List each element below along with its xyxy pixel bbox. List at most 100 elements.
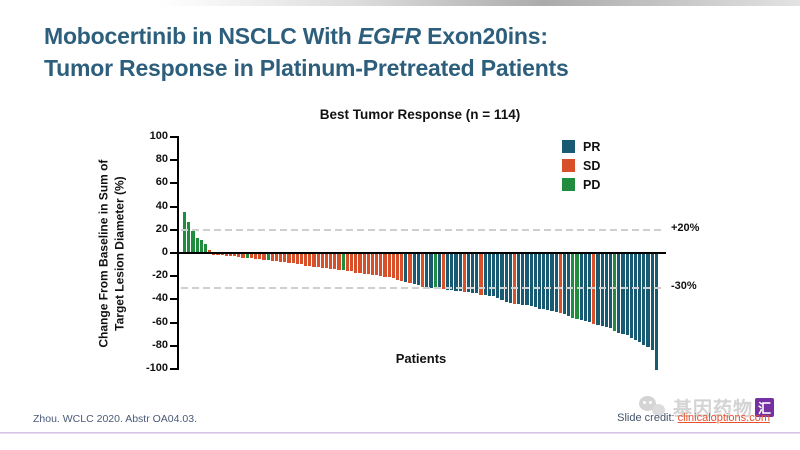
title-text: Mobocertinib in NSCLC With xyxy=(44,23,358,49)
reference-line xyxy=(181,228,664,231)
watermark: 基因药物 汇 xyxy=(638,394,774,421)
slide-credit: Slide credit: clinicaloptions.com xyxy=(617,412,770,424)
waterfall-bar-sd xyxy=(258,254,262,260)
y-tick-mark xyxy=(170,228,177,231)
chat-bubble-small-icon xyxy=(651,403,665,416)
waterfall-bar-sd xyxy=(320,254,324,268)
icon-eye xyxy=(648,400,652,404)
waterfall-bar-pr xyxy=(446,254,450,290)
waterfall-bar-pr xyxy=(604,254,608,328)
waterfall-bar-pr xyxy=(525,254,529,305)
waterfall-bar-pd xyxy=(575,254,579,319)
top-gradient-bar xyxy=(0,0,800,6)
waterfall-bar-sd xyxy=(299,254,304,265)
waterfall-bar-pr xyxy=(600,254,604,326)
waterfall-bar-sd xyxy=(329,254,333,270)
y-axis-label-line2: Target Lesion Diameter (%) xyxy=(112,176,126,331)
waterfall-bar-sd xyxy=(316,254,320,267)
waterfall-bar-pr xyxy=(429,254,433,288)
waterfall-bar-sd xyxy=(291,254,295,264)
legend-label: PD xyxy=(583,177,601,192)
waterfall-bar-pr xyxy=(483,254,487,295)
bottom-accent-line xyxy=(0,432,800,434)
waterfall-bar-pr xyxy=(562,254,567,315)
waterfall-bar-pd xyxy=(183,212,187,253)
waterfall-bar-pr xyxy=(487,254,491,296)
y-tick-label: -20 xyxy=(152,269,168,282)
y-tick-label: -60 xyxy=(152,315,168,328)
waterfall-bar-sd xyxy=(237,254,241,257)
waterfall-bar-pr xyxy=(475,254,479,294)
waterfall-bar-sd xyxy=(249,254,253,259)
y-tick-mark xyxy=(170,275,177,278)
waterfall-bar-pr xyxy=(642,254,646,345)
legend-label: PR xyxy=(583,139,601,154)
waterfall-bar-pr xyxy=(496,254,500,299)
waterfall-bar-sd xyxy=(233,254,237,257)
waterfall-bar-sd xyxy=(228,254,233,257)
waterfall-bar-pd xyxy=(203,243,208,254)
waterfall-bar-pr xyxy=(629,254,633,338)
slide-credit-label: Slide credit: xyxy=(617,412,678,424)
y-tick-label: 60 xyxy=(155,176,168,189)
waterfall-bar-sd xyxy=(592,254,596,324)
waterfall-bar-pr xyxy=(471,254,475,294)
waterfall-bar-sd xyxy=(279,254,283,263)
waterfall-bar-pr xyxy=(550,254,554,311)
waterfall-bar-sd xyxy=(366,254,370,274)
legend-swatch xyxy=(562,178,575,191)
waterfall-bar-sd xyxy=(216,254,220,256)
waterfall-bar-pr xyxy=(554,254,558,312)
legend-item-sd: SD xyxy=(562,156,600,175)
waterfall-bar-pr xyxy=(638,254,642,343)
waterfall-bar-sd xyxy=(362,254,366,274)
waterfall-bar-sd xyxy=(274,254,279,261)
waterfall-bar-pr xyxy=(621,254,625,334)
waterfall-bar-pr xyxy=(633,254,638,340)
waterfall-bar-pr xyxy=(504,254,508,302)
x-axis-label: Patients xyxy=(395,351,447,366)
waterfall-bar-sd xyxy=(304,254,308,266)
waterfall-bar-sd xyxy=(387,254,391,278)
waterfall-bar-sd xyxy=(287,254,291,264)
credit-link[interactable]: clinicaloptions.com xyxy=(677,412,770,424)
waterfall-bar-pr xyxy=(654,254,658,370)
waterfall-bar-pr xyxy=(542,254,546,309)
slide-title: Mobocertinib in NSCLC With EGFR Exon20in… xyxy=(44,20,569,84)
waterfall-bar-pr xyxy=(533,254,537,308)
waterfall-bar-sd xyxy=(224,254,228,256)
reference-citation: Zhou. WCLC 2020. Abstr OA04.03. xyxy=(33,413,198,425)
y-tick-label: 80 xyxy=(155,153,168,166)
waterfall-bar-sd xyxy=(208,249,212,254)
waterfall-bar-pr xyxy=(617,254,621,333)
waterfall-bar-pd xyxy=(195,237,199,253)
waterfall-bar-sd xyxy=(383,254,387,278)
waterfall-bar-sd xyxy=(354,254,358,273)
waterfall-bar-pr xyxy=(491,254,496,296)
y-tick-mark xyxy=(170,136,177,138)
y-tick-label: -40 xyxy=(152,292,168,305)
waterfall-bar-pr xyxy=(466,254,471,293)
waterfall-bar-pr xyxy=(437,254,441,289)
waterfall-bar-sd xyxy=(333,254,337,270)
y-tick-mark xyxy=(170,321,177,324)
y-tick-label: 20 xyxy=(155,222,168,235)
zero-baseline xyxy=(177,252,666,254)
y-tick-mark xyxy=(170,368,177,370)
waterfall-bar-pr xyxy=(650,254,654,351)
waterfall-bar-pr xyxy=(546,254,550,310)
waterfall-bar-pd xyxy=(191,230,195,253)
y-tick-mark xyxy=(170,298,177,301)
waterfall-bar-sd xyxy=(345,254,349,272)
y-tick-mark xyxy=(170,159,177,162)
y-axis-label: Change From Baseline in Sum of Target Le… xyxy=(96,104,127,404)
waterfall-bar-pr xyxy=(596,254,600,325)
waterfall-bar-sd xyxy=(370,254,375,275)
watermark-badge: 汇 xyxy=(755,398,774,417)
wechat-icon xyxy=(638,395,669,420)
icon-eye xyxy=(642,400,646,404)
waterfall-bar-pr xyxy=(416,254,420,286)
waterfall-bar-sd xyxy=(391,254,395,279)
waterfall-bar-sd xyxy=(358,254,362,273)
